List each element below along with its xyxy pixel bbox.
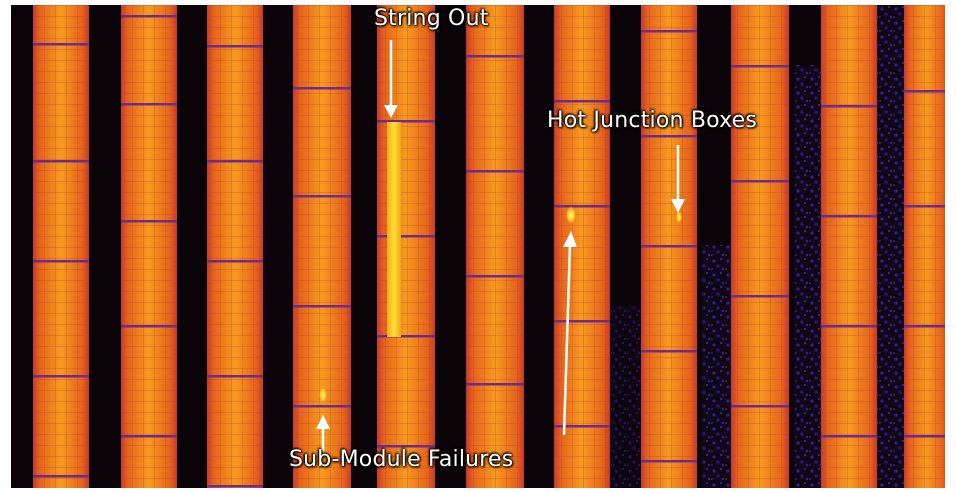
- module-divider: [121, 15, 177, 18]
- module-divider: [33, 43, 89, 46]
- module-divider: [377, 335, 435, 338]
- module-divider: [293, 305, 351, 308]
- module-divider: [554, 205, 610, 208]
- module-divider: [207, 260, 263, 263]
- cell-grid: [554, 5, 610, 488]
- string-out-hotstrip: [387, 122, 401, 337]
- sub-module-failures-label: Sub-Module Failures: [289, 447, 514, 472]
- string-out-arrow: [384, 40, 398, 118]
- module-divider: [121, 325, 177, 328]
- cell-grid: [121, 5, 177, 488]
- thermal-scene: [11, 5, 945, 488]
- panel-columns: [33, 5, 945, 488]
- panel-column: [466, 5, 524, 488]
- vegetation-gap: [611, 305, 641, 488]
- cell-grid: [904, 5, 945, 488]
- module-divider: [554, 100, 610, 103]
- module-divider: [641, 460, 697, 463]
- module-divider: [641, 245, 697, 248]
- module-divider: [207, 160, 263, 163]
- hotspot: [319, 387, 327, 403]
- module-divider: [121, 103, 177, 106]
- module-divider: [207, 45, 263, 48]
- module-divider: [293, 195, 351, 198]
- module-divider: [904, 90, 945, 93]
- sub-module-failures-arrow-right: [562, 231, 577, 436]
- module-divider: [731, 65, 789, 68]
- module-divider: [207, 375, 263, 378]
- cell-grid: [377, 5, 435, 488]
- hotspot: [676, 211, 682, 223]
- hot-junction-boxes-arrow: [671, 145, 685, 213]
- module-divider: [821, 325, 877, 328]
- module-divider: [904, 325, 945, 328]
- module-divider: [466, 275, 524, 278]
- cell-grid: [207, 5, 263, 488]
- vegetation-gap: [794, 65, 826, 488]
- panel-column: [821, 5, 877, 488]
- panel-column: [554, 5, 610, 488]
- module-divider: [641, 30, 697, 33]
- thermal-image: String Out Hot Junction Boxes Sub-Module…: [11, 5, 945, 488]
- module-divider: [821, 435, 877, 438]
- panel-column: [641, 5, 697, 488]
- panel-column: [33, 5, 89, 488]
- panel-column: [904, 5, 945, 488]
- module-divider: [33, 260, 89, 263]
- annotation-arrows: [316, 40, 685, 455]
- module-divider: [466, 383, 524, 386]
- cell-grid: [821, 5, 877, 488]
- module-divider: [33, 160, 89, 163]
- panel-column: [293, 5, 351, 488]
- module-divider: [377, 235, 435, 238]
- hotspot: [566, 206, 576, 224]
- module-divider: [207, 485, 263, 488]
- cell-grid: [33, 5, 89, 488]
- hotspots: [319, 122, 682, 403]
- module-divider: [821, 215, 877, 218]
- vegetation-gap: [876, 5, 906, 488]
- module-divider: [554, 425, 610, 428]
- module-divider: [821, 105, 877, 108]
- cell-grid: [466, 5, 524, 488]
- module-divider: [293, 405, 351, 408]
- module-divider: [731, 180, 789, 183]
- vegetation-gap: [702, 245, 734, 488]
- module-divider: [641, 350, 697, 353]
- panel-column: [377, 5, 435, 488]
- module-divider: [641, 135, 697, 138]
- cell-grid: [731, 5, 789, 488]
- module-divider: [904, 205, 945, 208]
- module-divider: [466, 170, 524, 173]
- cell-grid: [293, 5, 351, 488]
- hot-junction-boxes-label: Hot Junction Boxes: [547, 108, 758, 133]
- module-divider: [33, 375, 89, 378]
- module-divider: [731, 295, 789, 298]
- module-divider: [33, 475, 89, 478]
- module-divider: [466, 55, 524, 58]
- string-out-label: String Out: [374, 6, 489, 31]
- sub-module-failures-arrow-left: [316, 415, 330, 455]
- panel-column: [731, 5, 789, 488]
- module-divider: [377, 120, 435, 123]
- panel-column: [121, 5, 177, 488]
- module-divider: [554, 320, 610, 323]
- module-divider: [904, 435, 945, 438]
- module-divider: [121, 220, 177, 223]
- panel-column: [207, 5, 263, 488]
- module-divider: [293, 87, 351, 90]
- module-divider: [121, 435, 177, 438]
- module-divider: [377, 445, 435, 448]
- module-divider: [731, 405, 789, 408]
